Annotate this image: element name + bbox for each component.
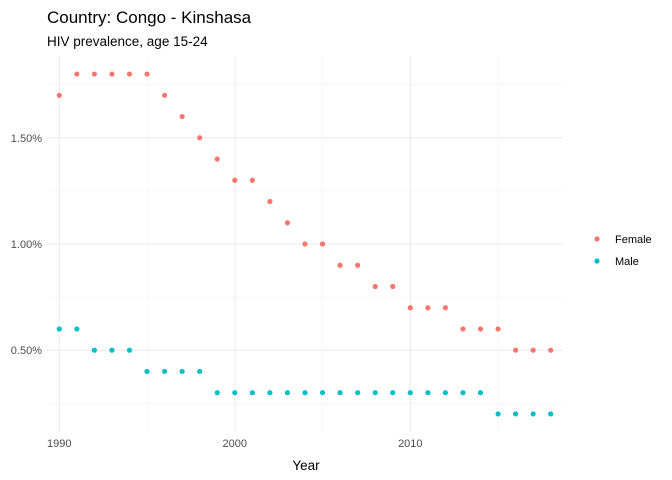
- x-axis-title: Year: [292, 458, 320, 473]
- female-point: [530, 347, 536, 353]
- male-point: [56, 326, 62, 332]
- male-point: [197, 368, 203, 375]
- legend-label-female: Female: [615, 234, 652, 246]
- x-tick-label: 2000: [223, 438, 247, 450]
- female-point: [337, 262, 343, 268]
- female-point: [284, 220, 291, 226]
- legend: Female Male: [594, 234, 652, 268]
- female-point: [442, 305, 449, 311]
- legend-key-female: [594, 236, 600, 242]
- female-point: [74, 71, 80, 77]
- male-point: [460, 390, 466, 396]
- female-point: [144, 71, 150, 77]
- male-point: [161, 368, 168, 375]
- male-point: [513, 411, 519, 417]
- y-tick-label: 0.50%: [11, 345, 42, 357]
- x-tick-label: 1990: [47, 438, 71, 450]
- male-point: [302, 390, 308, 396]
- female-point: [214, 156, 220, 162]
- x-tick-label: 2010: [398, 438, 422, 450]
- male-point: [267, 390, 273, 396]
- female-point: [390, 283, 396, 290]
- female-point: [355, 262, 361, 268]
- male-point: [319, 390, 326, 396]
- data-points: [56, 71, 554, 417]
- female-point: [548, 347, 554, 353]
- chart-title: Country: Congo - Kinshasa: [47, 8, 252, 27]
- male-point: [74, 326, 80, 332]
- x-axis-ticks: 1990 2000 2010: [47, 438, 423, 450]
- legend-label-male: Male: [615, 256, 639, 268]
- male-point: [249, 390, 255, 396]
- female-point: [109, 71, 115, 77]
- male-point: [390, 390, 396, 396]
- male-point: [232, 390, 238, 396]
- female-point: [302, 241, 308, 247]
- female-point: [495, 326, 501, 332]
- male-point: [425, 390, 431, 396]
- female-point: [372, 283, 378, 290]
- chart-subtitle: HIV prevalence, age 15-24: [47, 34, 208, 49]
- male-point: [407, 390, 413, 396]
- male-point: [179, 368, 185, 375]
- female-point: [126, 71, 133, 77]
- male-point: [144, 368, 150, 375]
- male-point: [214, 390, 220, 396]
- male-point: [126, 347, 133, 353]
- male-point: [337, 390, 343, 396]
- female-point: [56, 92, 62, 98]
- y-tick-label: 1.00%: [11, 239, 42, 251]
- female-point: [319, 241, 326, 247]
- female-point: [161, 92, 168, 98]
- female-point: [407, 305, 413, 311]
- legend-key-male: [594, 258, 600, 264]
- male-point: [477, 390, 484, 396]
- male-point: [530, 411, 536, 417]
- male-point: [442, 390, 449, 396]
- y-axis-ticks: 0.50% 1.00% 1.50%: [11, 133, 42, 357]
- male-point: [91, 347, 97, 353]
- male-point: [548, 411, 554, 417]
- female-point: [197, 135, 203, 141]
- female-point: [179, 113, 185, 120]
- female-point: [249, 177, 255, 183]
- female-point: [477, 326, 484, 332]
- female-point: [91, 71, 97, 77]
- plot-grid: [47, 56, 563, 432]
- male-point: [372, 390, 378, 396]
- male-point: [284, 390, 291, 396]
- female-point: [232, 177, 238, 183]
- female-point: [425, 305, 431, 311]
- male-point: [109, 347, 115, 353]
- female-point: [513, 347, 519, 353]
- female-point: [460, 326, 466, 332]
- y-tick-label: 1.50%: [11, 133, 42, 145]
- male-point: [355, 390, 361, 396]
- male-point: [495, 411, 501, 417]
- female-point: [267, 198, 273, 205]
